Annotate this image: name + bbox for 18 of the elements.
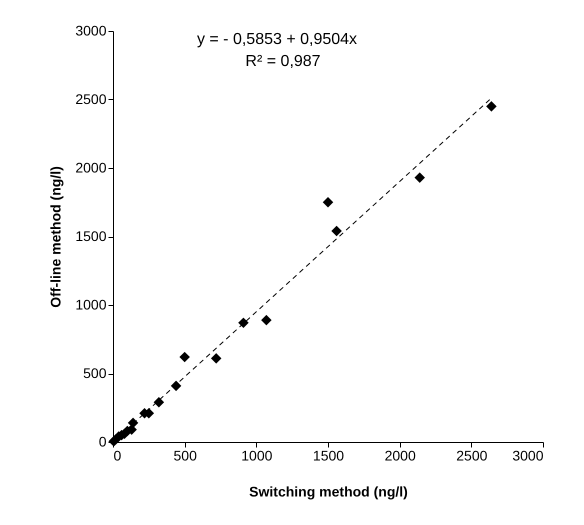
x-tick-label: 3000	[512, 448, 544, 464]
y-tick-label: 2500	[75, 91, 107, 107]
y-tick-label: 2000	[75, 160, 107, 176]
annotation: y = - 0,5853 + 0,9504x	[196, 31, 358, 48]
x-axis-title: Switching method (ng/l)	[249, 484, 408, 500]
x-tick-label: 500	[173, 448, 198, 464]
y-tick-label: 1500	[75, 228, 107, 244]
y-tick-label: 500	[83, 365, 107, 381]
y-tick-label: 0	[98, 434, 107, 450]
annotation: R² = 0,987	[245, 53, 321, 70]
x-tick-label: 2500	[456, 448, 488, 464]
x-tick-label: 1000	[241, 448, 273, 464]
x-tick-label: 0	[114, 448, 122, 464]
x-tick-label: 1500	[312, 448, 344, 464]
y-tick-label: 1000	[75, 296, 107, 312]
y-axis-title: Off-line method (ng/l)	[47, 166, 64, 308]
y-tick-label: 3000	[75, 22, 107, 38]
x-tick-label: 2000	[384, 448, 416, 464]
